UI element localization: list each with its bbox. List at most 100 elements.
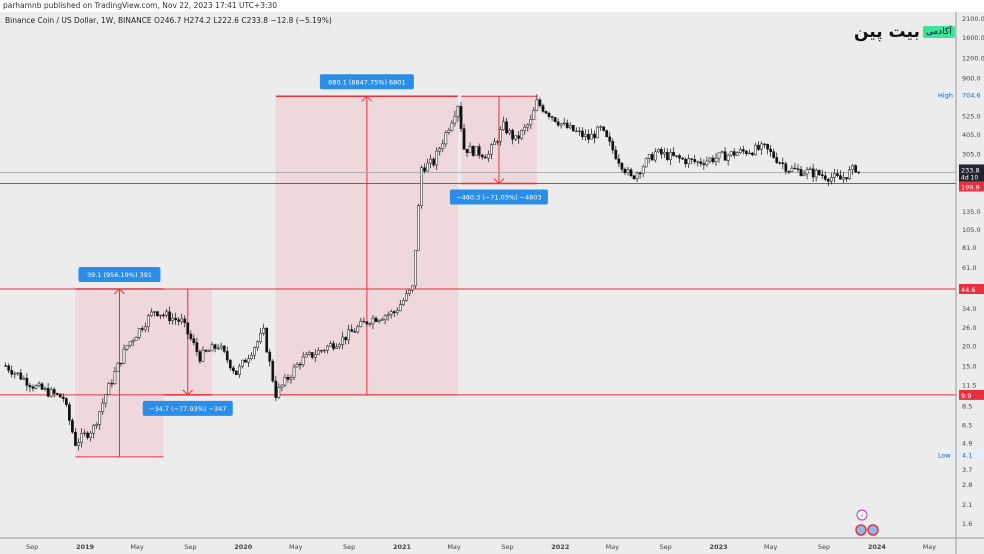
candle-down (55, 393, 59, 395)
candle-down (204, 349, 208, 352)
candle-down (778, 162, 782, 164)
symbol-legend: Binance Coin / US Dollar, 1W, BINANCE O2… (5, 16, 332, 25)
time-tick-label: 2022 (551, 543, 569, 551)
candle-up (98, 411, 102, 425)
candle-up (16, 372, 20, 374)
candle-up (468, 145, 472, 153)
level-price-label: 9.9 (961, 392, 971, 400)
candle-up (429, 158, 432, 164)
candle-up (95, 424, 99, 426)
candle-up (22, 377, 26, 380)
logo-word: بیت پین (854, 22, 920, 42)
candle-down (650, 154, 654, 161)
candle-up (502, 121, 505, 130)
candle-down (565, 122, 569, 129)
candle-up (128, 341, 132, 346)
candle-down (225, 351, 229, 361)
candle-up (83, 432, 86, 435)
candle-down (168, 311, 171, 321)
time-tick-label: Sep (501, 543, 513, 551)
time-tick-label: May (130, 543, 144, 551)
candle-down (198, 351, 202, 362)
candle-down (684, 158, 687, 165)
candle-up (34, 385, 38, 389)
price-tick-label: 61.0 (962, 264, 976, 272)
candle-down (826, 179, 830, 182)
lightning-event-icon (856, 509, 868, 521)
candle-up (301, 356, 305, 365)
candle-down (769, 148, 772, 152)
candle-up (830, 177, 833, 182)
candle-up (125, 345, 129, 350)
price-tick-label: 81.0 (962, 244, 976, 252)
candle-down (593, 133, 596, 139)
candle-up (805, 169, 809, 175)
candle-up (210, 344, 214, 352)
candle-down (732, 151, 736, 156)
candle-down (68, 404, 71, 421)
candle-up (735, 152, 739, 156)
candle-up (508, 130, 511, 134)
candle-down (86, 432, 89, 438)
high-value-tag (959, 89, 984, 100)
candle-up (453, 116, 457, 124)
candle-up (171, 317, 174, 321)
price-tick-label: 15.0 (962, 363, 976, 371)
time-tick-label: May (606, 543, 620, 551)
candle-up (262, 327, 266, 334)
candle-down (811, 168, 815, 178)
candle-down (605, 130, 609, 138)
candle-down (556, 121, 560, 126)
price-tick-label: 34.0 (962, 305, 976, 313)
candle-down (854, 165, 857, 173)
candle-up (568, 125, 572, 129)
candle-up (532, 110, 536, 120)
candle-down (681, 157, 684, 160)
candle-up (726, 154, 730, 161)
candle-down (228, 359, 232, 369)
candle-down (186, 322, 190, 335)
candle-up (295, 363, 299, 368)
time-tick-label: May (289, 543, 303, 551)
candle-up (165, 311, 168, 316)
candle-down (374, 317, 378, 322)
candle-up (313, 354, 317, 358)
price-tick-label: 4.9 (962, 439, 972, 447)
lightning-glyph: ⚡ (860, 513, 864, 520)
candle-up (790, 167, 794, 172)
candle-up (316, 350, 320, 355)
candle-down (541, 105, 545, 112)
candle-up (520, 130, 524, 139)
candle-down (365, 321, 369, 325)
candle-down (477, 146, 481, 156)
time-tick-label: 2024 (868, 543, 887, 551)
candle-up (748, 152, 751, 155)
price-tick-label: 6.5 (962, 422, 972, 430)
candle-down (353, 331, 357, 333)
candle-up (644, 158, 648, 168)
candle-up (833, 173, 836, 178)
candle-down (213, 344, 217, 349)
candle-down (140, 328, 144, 330)
candle-down (775, 157, 779, 163)
time-tick-label: Sep (184, 543, 196, 551)
candle-up (377, 319, 381, 322)
candle-down (480, 154, 484, 158)
time-tick-label: 2020 (234, 543, 253, 551)
candle-up (326, 345, 329, 351)
candle-up (578, 130, 581, 133)
candle-up (444, 132, 448, 145)
candle-down (286, 377, 290, 380)
candle-down (271, 360, 275, 382)
time-tick-label: 2019 (76, 543, 95, 551)
candle-down (632, 175, 636, 180)
price-tick-label: 525.0 (962, 113, 981, 121)
candle-down (629, 169, 633, 176)
candle-up (280, 384, 284, 388)
candle-down (699, 161, 703, 164)
candle-down (799, 169, 803, 177)
time-tick-label: Sep (660, 543, 672, 551)
candle-down (511, 130, 514, 140)
candle-down (195, 342, 199, 352)
